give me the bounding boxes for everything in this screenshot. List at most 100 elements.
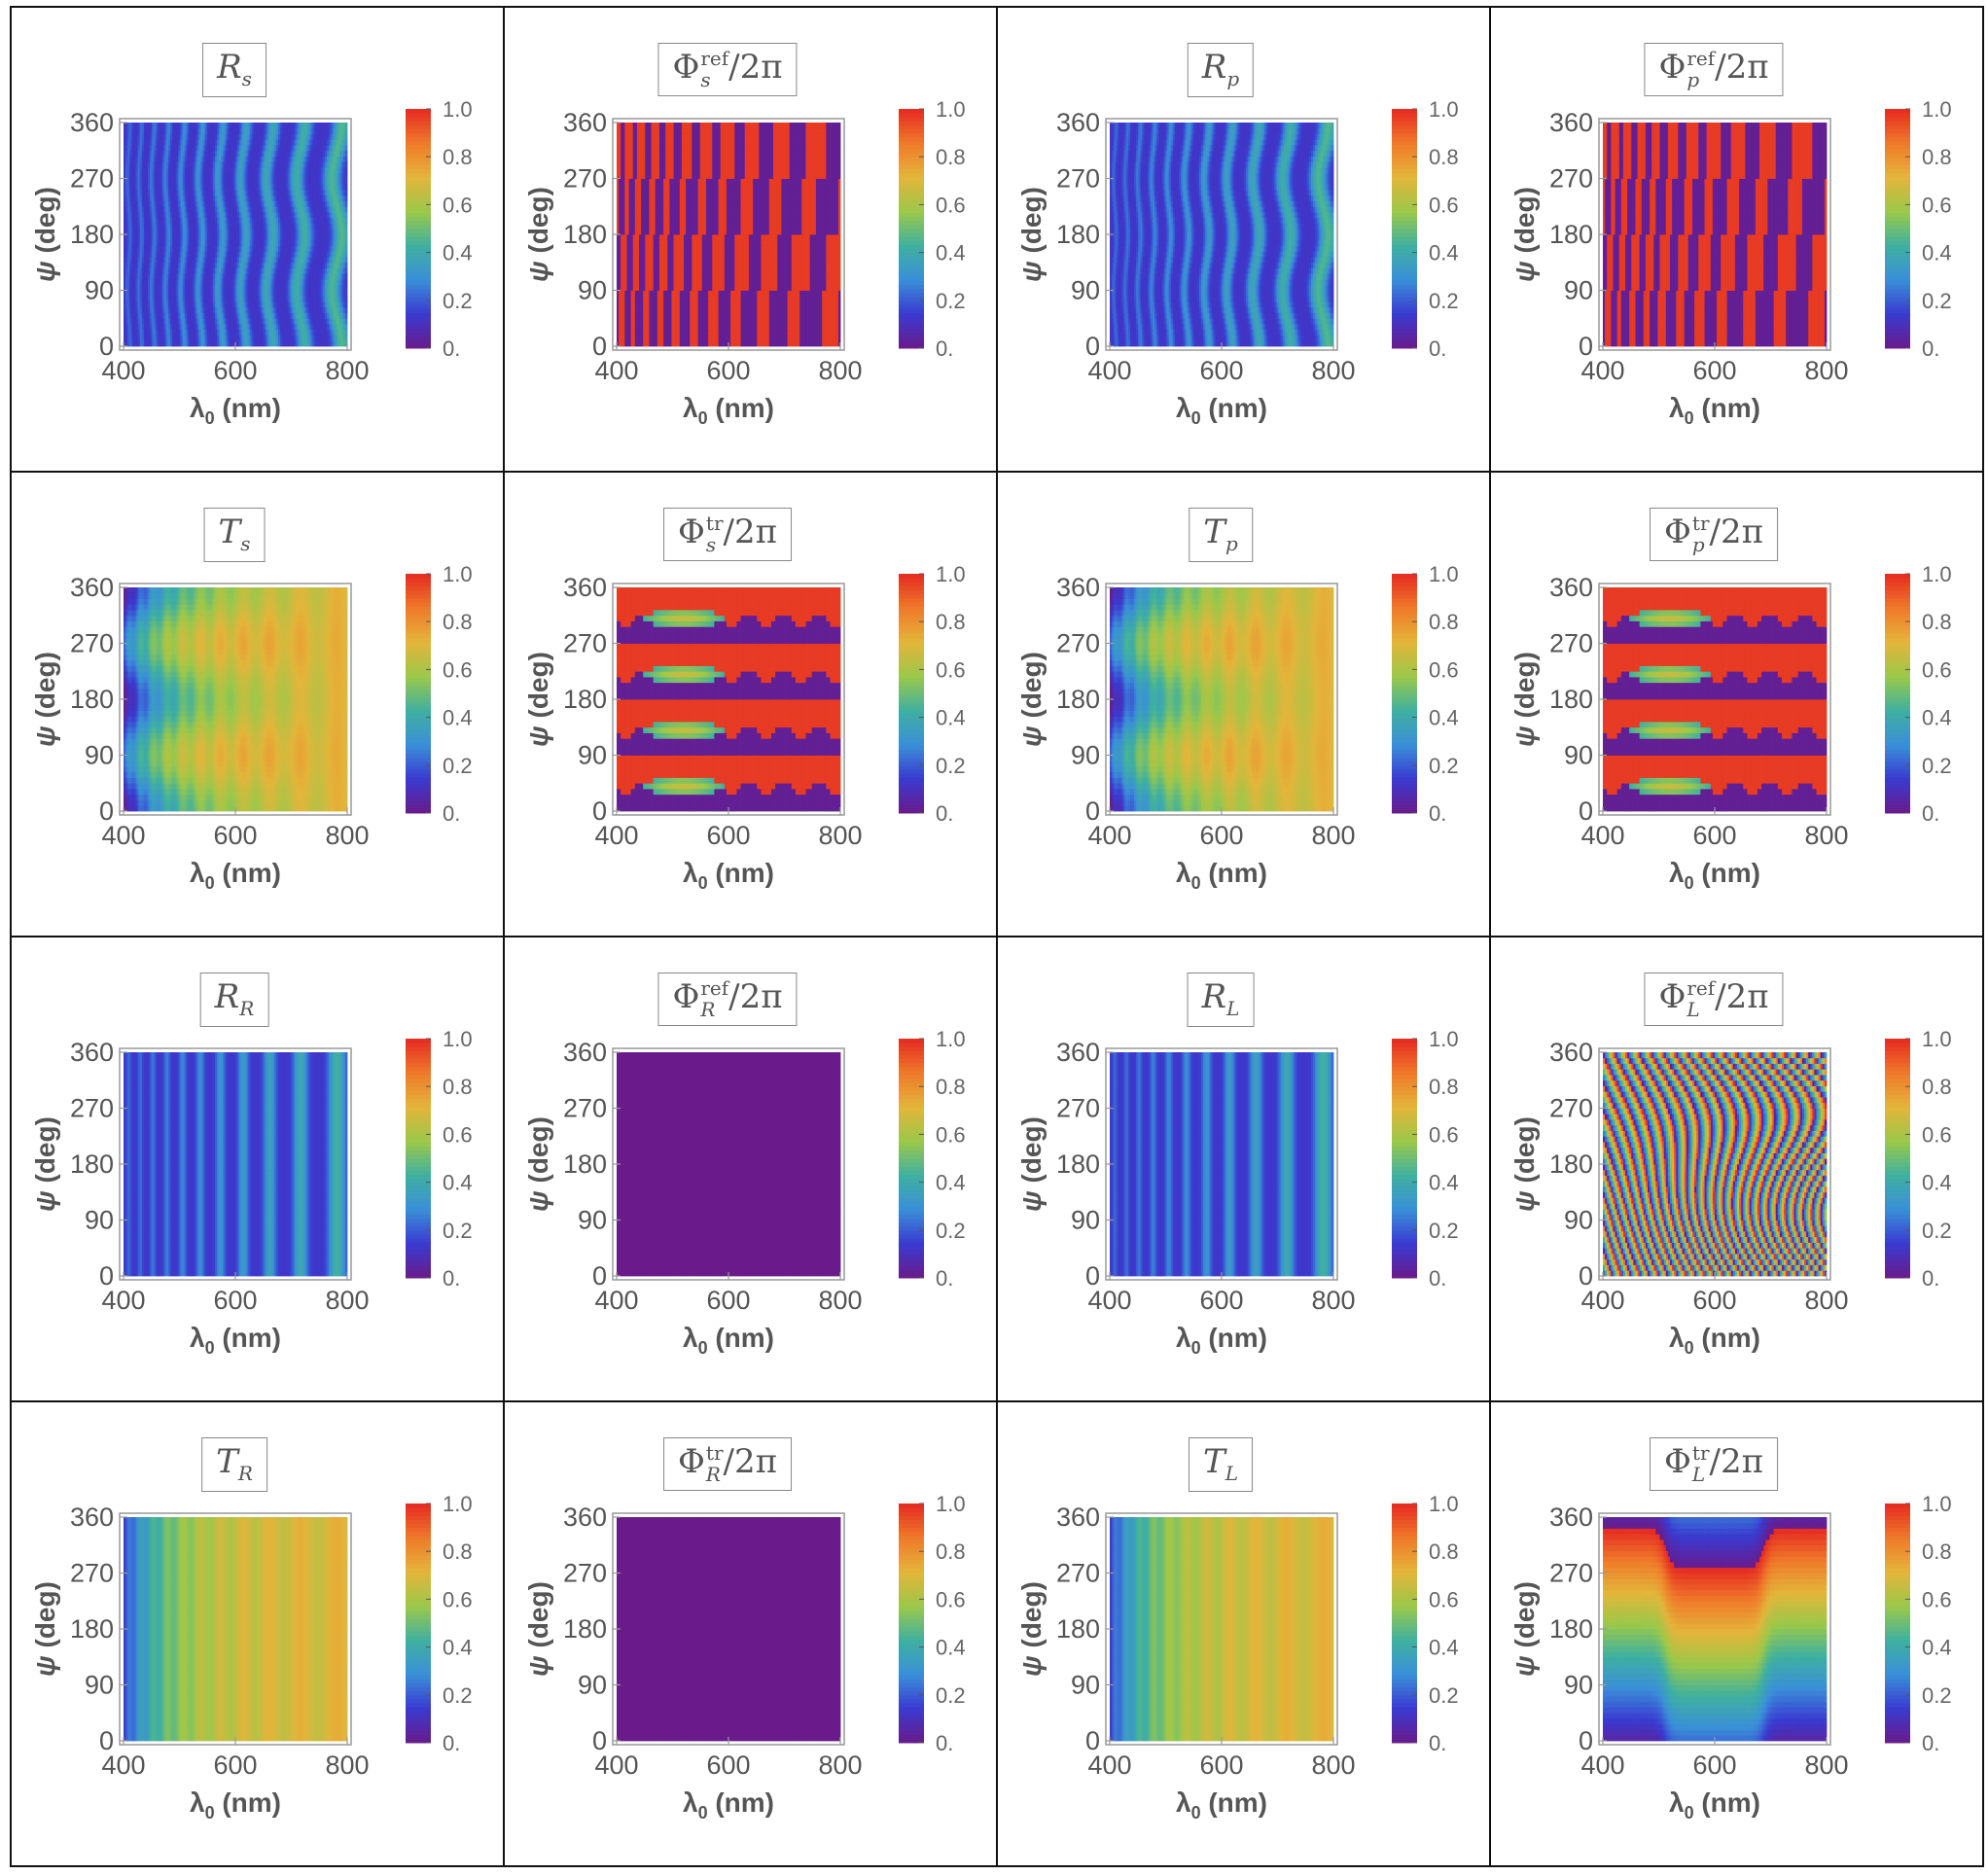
heatmap — [124, 123, 347, 346]
heatmap-cell — [345, 151, 347, 157]
heatmap-cell — [345, 157, 347, 162]
colorbar-segment — [406, 225, 431, 230]
heatmap-cell — [345, 234, 347, 240]
heatmap-cell — [345, 184, 347, 190]
colorbar-segment — [406, 261, 431, 265]
heatmap-cell — [345, 218, 347, 224]
colorbar-segment — [406, 173, 431, 178]
heatmap-cell — [345, 134, 347, 140]
x-tick-label: 800 — [325, 356, 369, 385]
colorbar-segment — [406, 145, 431, 150]
colorbar-segment — [406, 124, 431, 129]
colorbar-segment — [406, 133, 431, 138]
colorbar-segment — [406, 229, 431, 233]
heatmap-cell — [345, 296, 347, 301]
colorbar-segment — [406, 308, 431, 313]
colorbar-segment — [406, 109, 431, 114]
colorbar-segment — [406, 181, 431, 186]
heatmap-cell — [345, 201, 347, 207]
colorbar-segment — [406, 217, 431, 222]
heatmap-cell — [345, 179, 347, 185]
heatmap-cell — [345, 161, 347, 167]
heatmap-cell — [345, 173, 347, 179]
colorbar-segment — [406, 204, 431, 209]
heatmap-cell — [345, 229, 347, 234]
heatmap-cell — [838, 336, 840, 341]
heatmap-cell — [345, 139, 347, 145]
heatmap-cell — [345, 123, 347, 128]
colorbar-segment — [406, 253, 431, 258]
heatmap-cell — [345, 128, 347, 134]
colorbar-segment — [406, 257, 431, 262]
colorbar-segment — [406, 272, 431, 277]
heatmap-cell — [345, 195, 347, 201]
colorbar-segment — [406, 177, 431, 182]
colorbar-segment — [406, 324, 431, 329]
heatmap-cell — [345, 190, 347, 195]
heatmap-cell — [345, 251, 347, 257]
colorbar-segment — [406, 117, 431, 122]
colorbar-segment — [406, 301, 431, 305]
colorbar-segment — [406, 333, 431, 337]
heatmap-cell — [345, 279, 347, 285]
colorbar-segment — [406, 232, 431, 237]
colorbar-segment — [406, 276, 431, 281]
colorbar-tick-label: 0.6 — [443, 193, 473, 217]
x-axis-label: λ0 (nm) — [190, 393, 281, 428]
colorbar-segment — [406, 340, 431, 345]
colorbar-segment — [406, 129, 431, 134]
colorbar-segment — [406, 149, 431, 154]
colorbar-segment — [406, 268, 431, 273]
heatmap-cell — [345, 268, 347, 274]
colorbar-segment — [406, 320, 431, 325]
x-tick-label: 600 — [213, 356, 257, 385]
colorbar-segment — [406, 189, 431, 194]
heatmap-cell — [345, 313, 347, 319]
heatmap-cell — [345, 145, 347, 151]
colorbar-segment — [406, 196, 431, 201]
heatmap-cell — [345, 291, 347, 297]
colorbar-segment — [406, 336, 431, 341]
colorbar-segment — [406, 280, 431, 285]
panel-Rs: Rs 0 90 180 270 360 400 600 800 λ0 (nm) ψ (deg) 0. 0… — [12, 8, 505, 473]
colorbar-segment — [406, 293, 431, 298]
colorbar-tick-label: 0.2 — [443, 289, 473, 313]
colorbar-segment — [406, 312, 431, 317]
colorbar-segment — [406, 121, 431, 125]
colorbar-segment — [406, 169, 431, 174]
colorbar: 0.0.20.40.60.81.0 — [406, 97, 473, 361]
colorbar-segment — [406, 164, 431, 169]
x-tick-label: 400 — [101, 356, 145, 385]
colorbar-segment — [406, 316, 431, 321]
heatmap-cell — [838, 324, 840, 330]
heatmap-cell — [345, 224, 347, 230]
colorbar-segment — [406, 193, 431, 197]
colorbar-segment — [406, 137, 431, 142]
heatmap-cell — [345, 301, 347, 307]
colorbar-segment — [406, 221, 431, 226]
heatmap-cell — [345, 273, 347, 279]
y-axis-label: ψ (deg) — [30, 187, 60, 282]
panel-grid: Rs 0 90 180 270 360 400 600 800 λ0 (nm) ψ (deg) 0. 0… — [10, 6, 1984, 1867]
heatmap-cell — [345, 307, 347, 313]
heatmap-cell — [345, 336, 347, 341]
colorbar-segment — [406, 213, 431, 218]
colorbar-segment — [406, 157, 431, 161]
heatmap-cell — [345, 318, 347, 324]
heatmap-cell — [838, 330, 840, 336]
heatmap-cell — [345, 167, 347, 173]
colorbar-segment — [406, 240, 431, 245]
y-tick-label: 270 — [70, 164, 114, 194]
colorbar-tick-label: 0.8 — [443, 145, 473, 169]
heatmap-cell — [345, 330, 347, 336]
heatmap-cell — [345, 285, 347, 291]
colorbar-tick-label: 0. — [443, 336, 460, 361]
heatmap-cell — [345, 206, 347, 212]
colorbar-segment — [406, 289, 431, 294]
colorbar-tick-label: 1.0 — [443, 97, 473, 122]
colorbar-segment — [406, 185, 431, 190]
heatmap-cell — [345, 240, 347, 246]
